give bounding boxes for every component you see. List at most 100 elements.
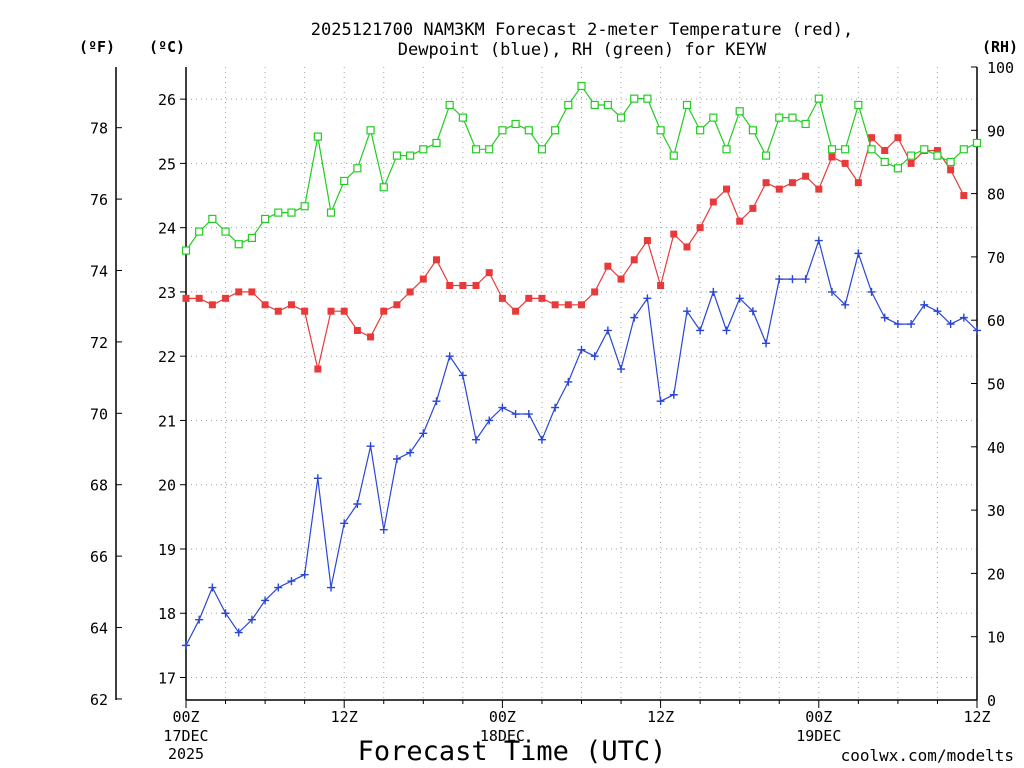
temperature-point <box>815 185 823 193</box>
temperature-point <box>274 307 282 315</box>
dewpoint-point <box>907 320 916 329</box>
temperature-point <box>749 204 757 212</box>
rh-point <box>880 157 889 167</box>
rh-point <box>326 208 336 217</box>
temperature-point <box>393 301 401 309</box>
fahrenheit-tick-label: 76 <box>90 191 108 209</box>
rh-point <box>946 157 955 167</box>
dewpoint-point <box>801 275 810 284</box>
dewpoint-point <box>893 320 902 329</box>
fahrenheit-tick-label: 72 <box>90 334 108 352</box>
temperature-point <box>314 365 322 373</box>
celsius-tick-label: 22 <box>158 348 176 366</box>
dewpoint-point <box>669 390 678 399</box>
celsius-tick-label: 19 <box>158 541 176 559</box>
temperature-point <box>604 262 612 270</box>
fahrenheit-unit-label: (ºF) <box>79 38 115 56</box>
dewpoint-point <box>274 583 283 592</box>
temperature-point <box>802 172 810 180</box>
rh-point <box>972 138 982 148</box>
dewpoint-point <box>313 474 322 483</box>
fahrenheit-tick-label: 74 <box>90 263 108 281</box>
dewpoint-point <box>867 287 876 296</box>
dewpoint-point <box>340 519 349 528</box>
rh-point <box>841 145 850 154</box>
temperature-point <box>512 307 520 315</box>
temperature-point <box>538 294 546 302</box>
temperature-point <box>235 288 243 296</box>
rh-point <box>656 126 665 135</box>
celsius-tick-label: 21 <box>158 412 176 430</box>
temperature-point <box>248 288 256 296</box>
dewpoint-point <box>617 365 626 374</box>
rh-point <box>814 94 823 103</box>
rh-point <box>893 164 903 173</box>
dewpoint-point <box>603 326 612 335</box>
rh-point <box>867 145 876 154</box>
fahrenheit-tick-label: 66 <box>90 548 108 566</box>
rh-point <box>274 208 283 217</box>
time-tick-label: 12Z <box>331 708 358 726</box>
dewpoint-point <box>696 326 705 335</box>
temperature-point <box>525 294 533 302</box>
rh-point <box>906 151 916 160</box>
rh-tick-label: 80 <box>987 186 1005 204</box>
rh-point <box>406 151 415 160</box>
rh-point <box>208 214 217 224</box>
dewpoint-point <box>353 499 362 508</box>
dewpoint-point <box>577 345 586 354</box>
temperature-point <box>630 256 638 264</box>
rh-tick-label: 100 <box>987 59 1014 77</box>
temperature-point <box>683 243 691 251</box>
temperature-point <box>406 288 414 296</box>
rh-point <box>432 138 441 148</box>
celsius-tick-label: 24 <box>158 220 176 238</box>
dewpoint-point <box>590 352 599 361</box>
dewpoint-point <box>432 397 441 406</box>
rh-tick-label: 60 <box>987 312 1005 330</box>
dewpoint-point <box>261 596 270 605</box>
chart-title-line2: Dewpoint (blue), RH (green) for KEYW <box>398 40 767 60</box>
dewpoint-point <box>735 294 744 303</box>
rh-point <box>498 126 507 135</box>
fahrenheit-tick-label: 78 <box>90 120 108 138</box>
rh-point <box>458 113 467 122</box>
rh-point <box>392 151 402 160</box>
rh-point <box>577 81 586 91</box>
rh-point <box>682 100 692 110</box>
time-tick-day: 17DEC <box>163 727 208 745</box>
rh-line <box>185 84 978 251</box>
temperature-point <box>564 301 572 309</box>
temperature-point <box>788 179 796 187</box>
temperature-point <box>353 326 361 334</box>
celsius-tick-label: 20 <box>158 477 176 495</box>
temperature-point <box>472 281 480 289</box>
temperature-point <box>367 333 375 341</box>
rh-point <box>590 100 599 110</box>
credit-link[interactable]: coolwx.com/modelts <box>841 746 1014 765</box>
dewpoint-point <box>880 313 889 322</box>
dewpoint-point <box>406 448 415 457</box>
dewpoint-point <box>234 628 243 637</box>
dewpoint-point <box>392 455 401 464</box>
time-tick-year: 2025 <box>168 745 204 763</box>
dewpoint-point <box>498 403 507 412</box>
dewpoint-point <box>524 410 533 419</box>
temperature-point <box>657 281 665 289</box>
celsius-tick-label: 25 <box>158 155 176 173</box>
fahrenheit-tick-label: 64 <box>90 620 108 638</box>
dewpoint-point <box>472 435 481 444</box>
dewpoint-point <box>788 275 797 284</box>
data-series <box>181 81 982 650</box>
dewpoint-point <box>814 236 823 245</box>
time-tick-label: 12Z <box>963 708 990 726</box>
temperature-point <box>432 256 440 264</box>
dewpoint-point <box>195 615 204 624</box>
dewpoint-point <box>827 287 836 296</box>
rh-point <box>735 107 744 116</box>
dewpoint-point <box>682 307 691 316</box>
rh-point <box>603 100 612 110</box>
dewpoint-point <box>709 287 718 296</box>
temperature-point <box>709 198 717 206</box>
